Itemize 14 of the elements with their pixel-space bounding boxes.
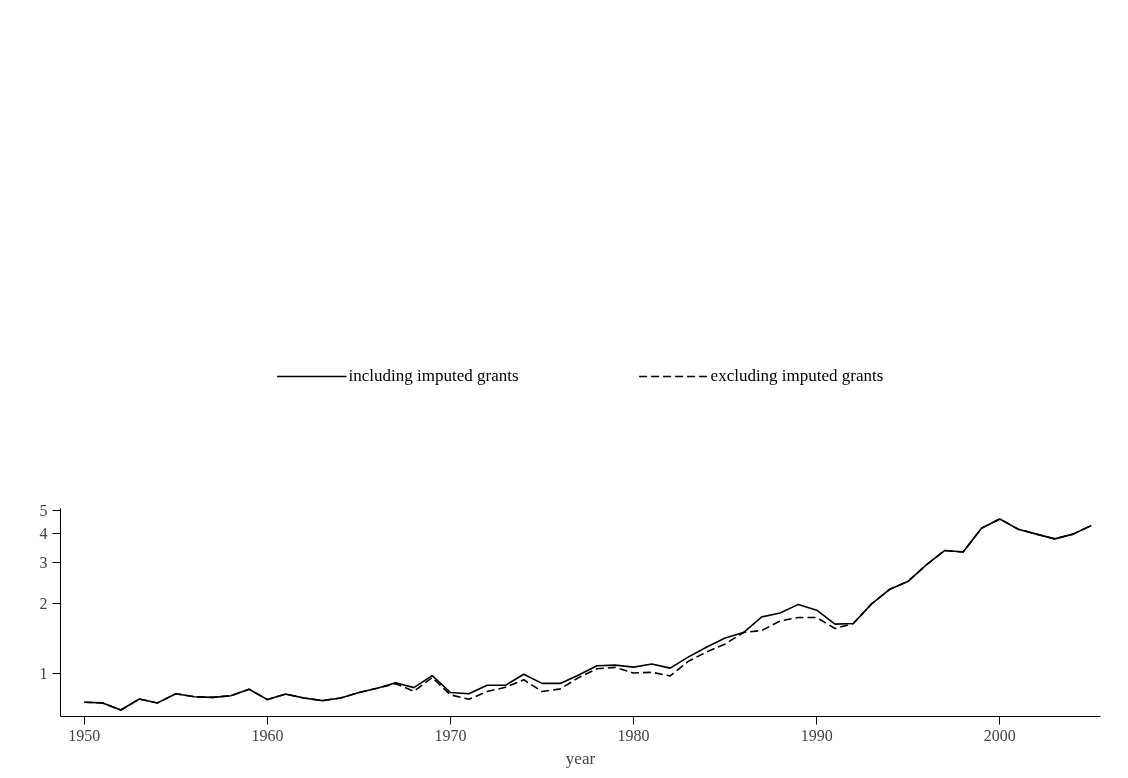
x-tick-label: 2000 — [983, 726, 1016, 744]
x-axis-title: year — [565, 748, 596, 768]
x-tick-label: 1950 — [68, 726, 101, 744]
legend-label: excluding imputed grants — [710, 366, 884, 386]
legend-label: including imputed grants — [348, 366, 519, 386]
y-tick-label: 1 — [39, 665, 48, 683]
y-tick-label: 2 — [39, 594, 48, 612]
x-tick-label: 1980 — [617, 726, 650, 744]
x-tick-label: 1970 — [434, 726, 467, 744]
x-tick-label: 1990 — [800, 726, 833, 744]
y-tick-label: 4 — [39, 524, 48, 542]
x-tick-label: 1960 — [251, 726, 284, 744]
y-tick-label: 3 — [39, 553, 48, 571]
y-tick-label: 5 — [39, 502, 48, 520]
